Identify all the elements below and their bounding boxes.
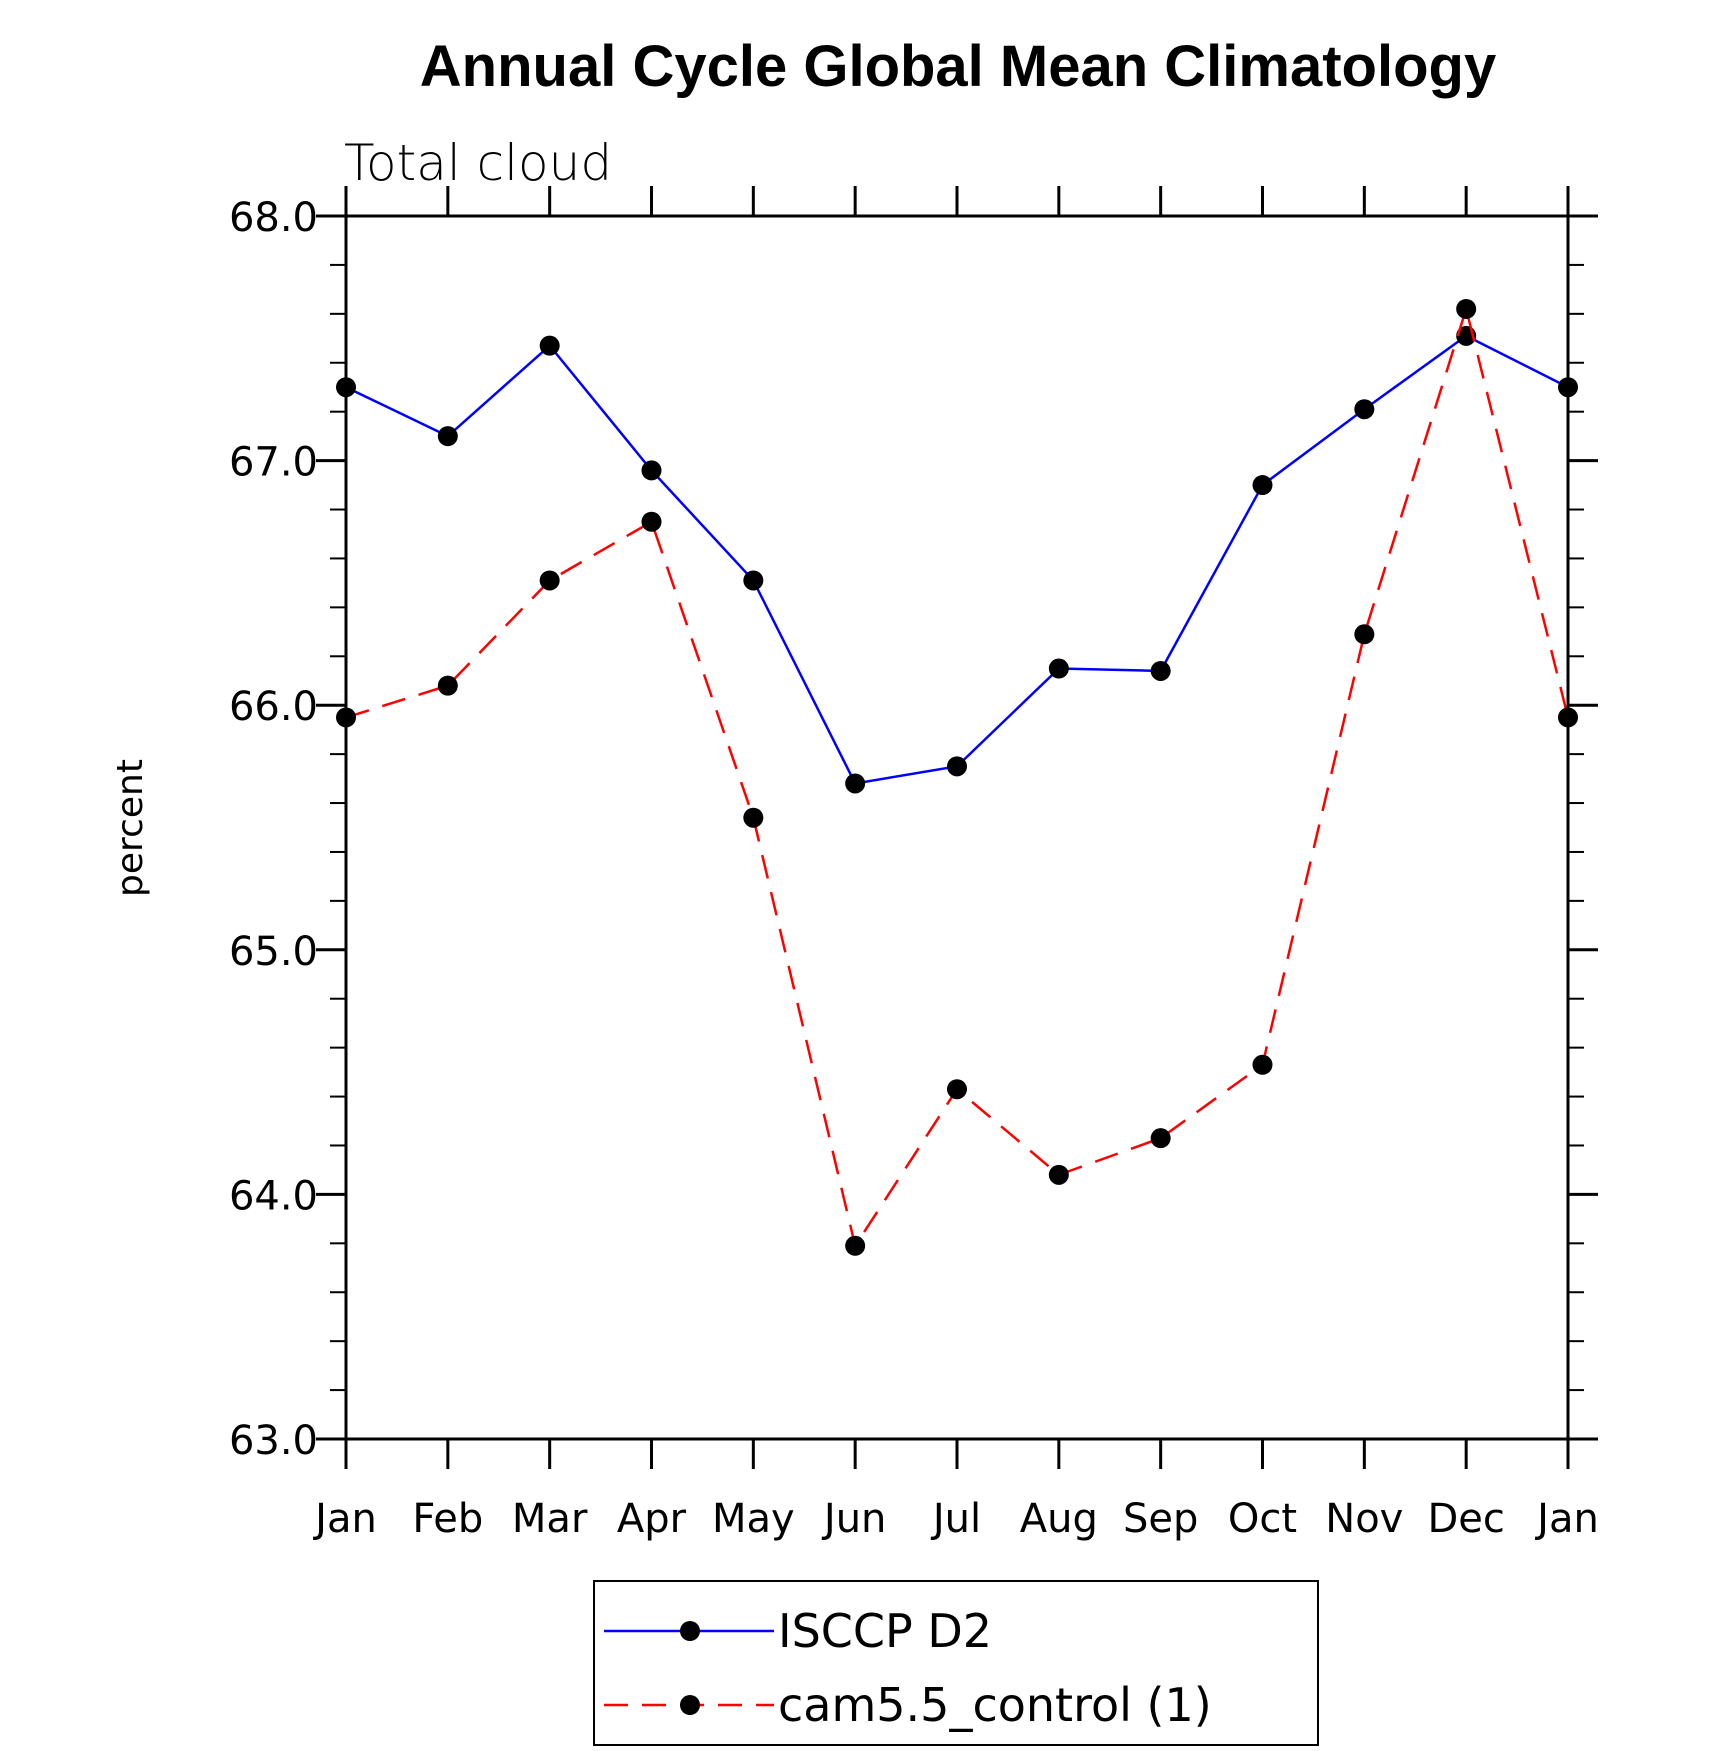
series-point-1 <box>1048 1164 1069 1185</box>
x-tick-label: May <box>712 1496 795 1542</box>
series-line-1 <box>345 304 1570 1249</box>
x-tick-label: Oct <box>1228 1496 1297 1542</box>
series-point-1 <box>947 1079 967 1100</box>
x-tick-label: Jul <box>930 1496 981 1542</box>
x-tick-label: Jan <box>312 1496 377 1542</box>
x-tick-label: Aug <box>1020 1496 1098 1542</box>
y-tick-label: 64.0 <box>229 1173 318 1219</box>
series-point-0 <box>743 570 764 591</box>
x-tick-label: Jun <box>821 1496 887 1542</box>
x-tick-label: Apr <box>617 1496 687 1542</box>
y-tick-label: 63.0 <box>229 1418 318 1464</box>
series-point-0 <box>1048 658 1069 679</box>
legend-marker-0 <box>680 1621 700 1641</box>
plot-frame <box>344 214 1570 1441</box>
chart-subtitle: Total cloud <box>344 134 612 192</box>
y-tick-label: 68.0 <box>229 195 318 241</box>
series-point-0 <box>947 756 967 777</box>
series-point-0 <box>1558 377 1578 398</box>
y-axis-label: percent <box>110 759 151 897</box>
series-point-1 <box>437 675 458 696</box>
series-point-1 <box>1252 1054 1273 1075</box>
series-point-0 <box>539 335 560 356</box>
legend-box <box>593 1580 1319 1746</box>
series-point-1 <box>336 707 356 728</box>
series-point-1 <box>1558 707 1578 728</box>
series-point-1 <box>743 807 764 828</box>
series-point-0 <box>336 377 356 398</box>
x-tick-label: Nov <box>1325 1496 1403 1542</box>
series-point-1 <box>1456 298 1477 319</box>
series-point-1 <box>845 1235 866 1256</box>
y-tick-label: 67.0 <box>229 440 318 486</box>
series-point-0 <box>641 460 662 481</box>
legend-label-0: ISCCP D2 <box>778 1604 992 1658</box>
axes: Jan Feb Mar Apr May Jun Jul Aug Sep Oct Nov Dec Jan 6… <box>229 186 1599 1542</box>
x-tick-label: Feb <box>412 1496 483 1542</box>
series-layer <box>336 298 1578 1256</box>
x-tick-label: Dec <box>1427 1496 1504 1542</box>
series-point-0 <box>845 773 866 794</box>
series-point-1 <box>1354 624 1375 645</box>
chart-title: Annual Cycle Global Mean Climatology <box>420 34 1496 99</box>
series-point-0 <box>1150 660 1171 681</box>
legend-marker-1 <box>680 1695 700 1715</box>
series-point-1 <box>539 570 560 591</box>
x-tick-label: Mar <box>512 1496 588 1542</box>
series-point-0 <box>437 426 458 447</box>
y-tick-label: 65.0 <box>229 929 318 975</box>
legend: ISCCP D2 cam5.5_control (1) <box>593 1580 1319 1746</box>
series-point-0 <box>1252 475 1273 496</box>
series-point-1 <box>641 511 662 532</box>
series-point-1 <box>1150 1128 1171 1149</box>
x-tick-label: Jan <box>1534 1496 1599 1542</box>
y-tick-label: 66.0 <box>229 684 318 730</box>
legend-label-1: cam5.5_control (1) <box>778 1678 1212 1732</box>
x-tick-label: Sep <box>1123 1496 1198 1542</box>
series-line-0 <box>345 334 1569 785</box>
series-point-0 <box>1354 399 1375 420</box>
